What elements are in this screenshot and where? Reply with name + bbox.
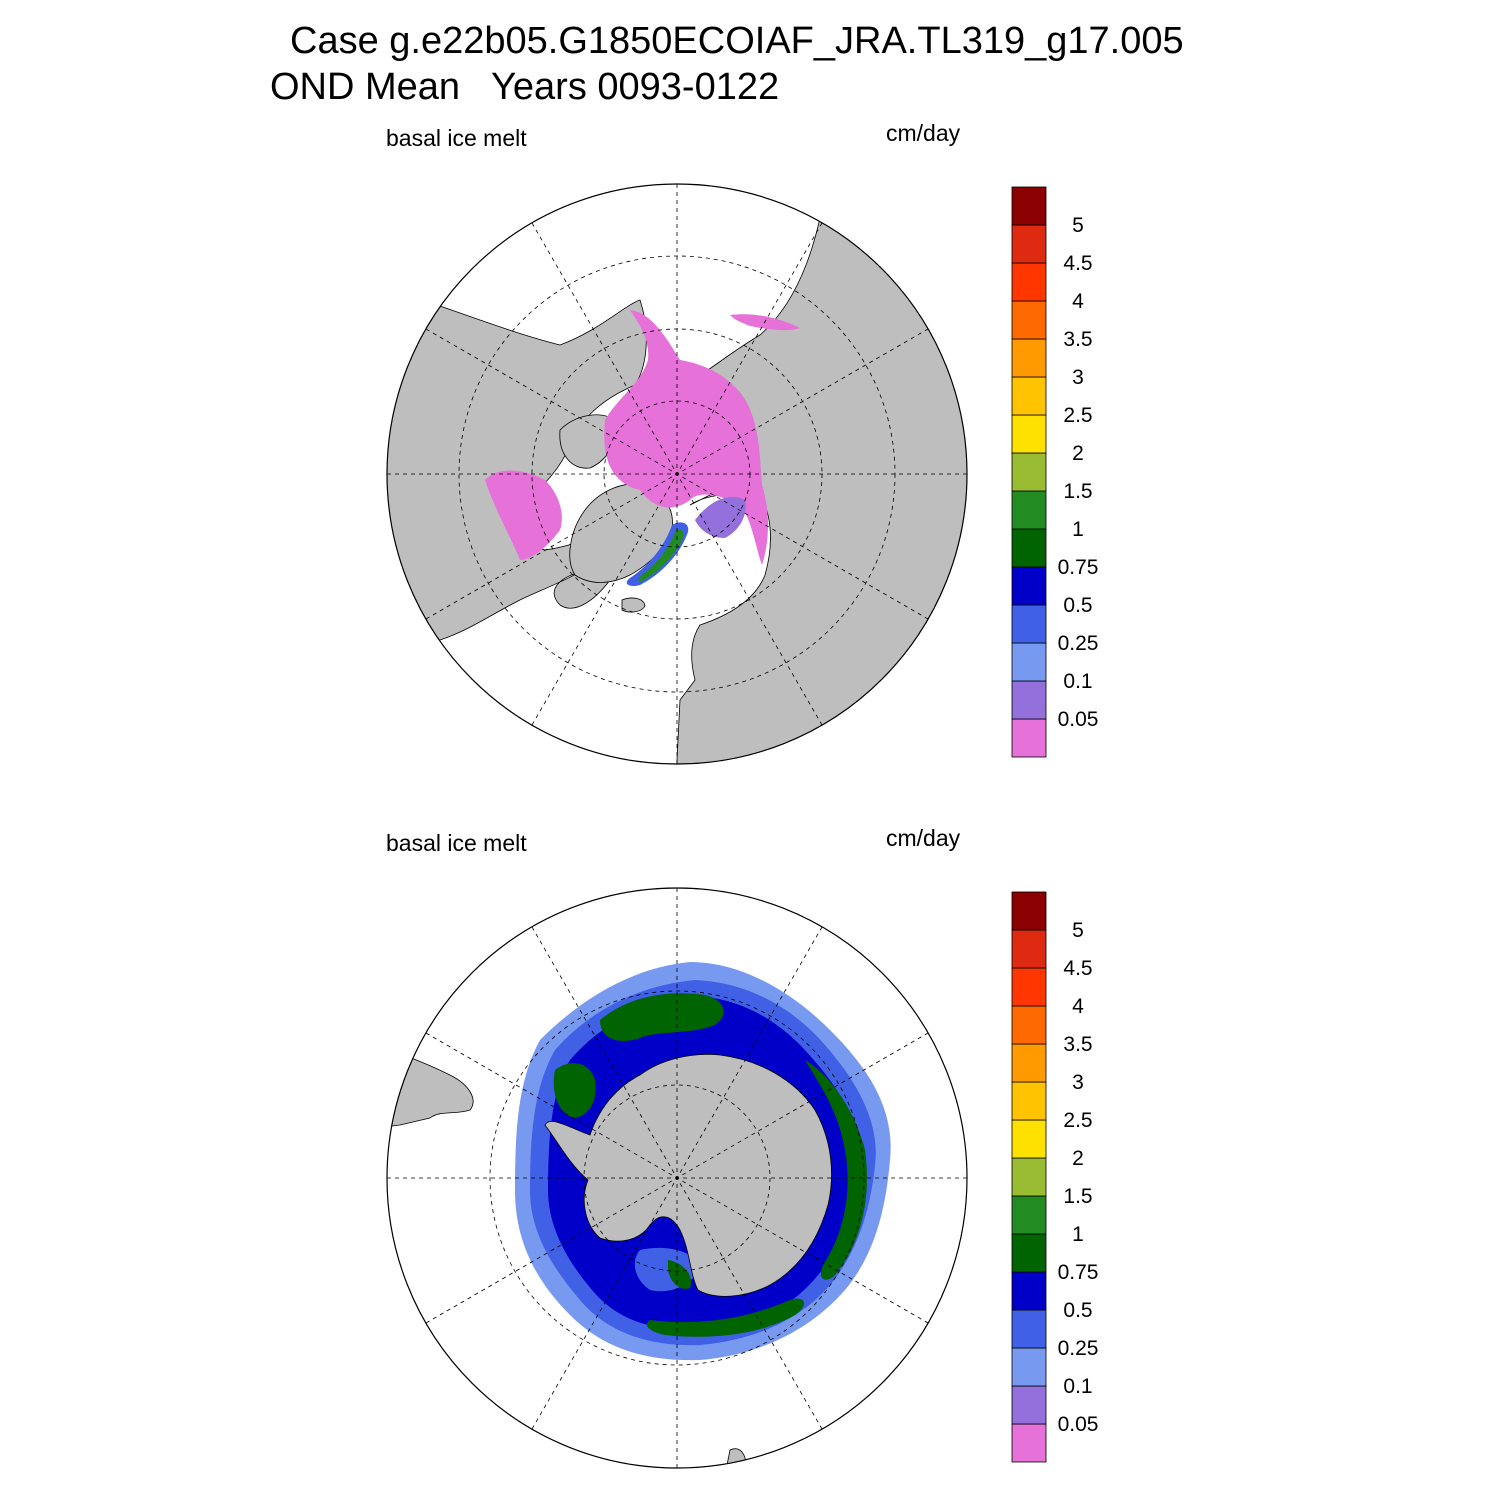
north-colorbar-swatch (1011, 452, 1047, 492)
north-colorbar-swatch (1011, 414, 1047, 454)
south-colorbar-swatch (1011, 1157, 1047, 1197)
north-colorbar-tick-label: 0.1 (1063, 670, 1092, 693)
north-colorbar-swatch (1011, 262, 1047, 302)
south-melt-green-north (600, 993, 724, 1041)
south-colorbar-tick-label: 0.1 (1063, 1375, 1092, 1398)
north-colorbar-tick-label: 1 (1072, 518, 1084, 541)
plot-title-case: Case g.e22b05.G1850ECOIAF_JRA.TL319_g17.… (290, 20, 1184, 62)
north-colorbar-swatch (1011, 566, 1047, 606)
south-colorbar-tick-label: 1.5 (1063, 1185, 1092, 1208)
north-colorbar-tick-label: 4 (1072, 290, 1084, 313)
north-land-iceland (621, 597, 646, 613)
south-melt-green-ross (668, 1260, 692, 1289)
south-land-antarctica (544, 1054, 832, 1297)
north-colorbar-tick-label: 0.5 (1063, 594, 1092, 617)
north-colorbar-swatch (1011, 338, 1047, 378)
north-colorbar-swatch (1011, 680, 1047, 720)
south-colorbar-tick-label: 0.75 (1058, 1261, 1099, 1284)
south-colorbar-swatch (1011, 1005, 1047, 1045)
south-colorbar-tick-label: 0.25 (1058, 1337, 1099, 1360)
south-colorbar: 0.05 0.1 0.25 0.5 0.75 1 1.5 2 2.5 3 3.5 4 4.5 5 (1011, 891, 1099, 1463)
north-units-label: cm/day (886, 120, 961, 146)
north-variable-label: basal ice melt (386, 125, 527, 151)
north-polar-map (386, 183, 968, 765)
north-colorbar: 0.05 0.1 0.25 0.5 0.75 1 1.5 2 2.5 3 3.5 4 4.5 5 (1011, 186, 1099, 758)
south-colorbar-swatch (1011, 929, 1047, 969)
south-colorbar-swatch (1011, 891, 1047, 931)
south-colorbar-tick-label: 0.05 (1058, 1413, 1099, 1436)
north-melt-lowest (604, 310, 768, 565)
north-colorbar-tick-label: 1.5 (1063, 480, 1092, 503)
south-colorbar-tick-label: 5 (1072, 919, 1084, 942)
south-colorbar-tick-label: 0.5 (1063, 1299, 1092, 1322)
south-units-label: cm/day (886, 825, 961, 851)
south-colorbar-swatch (1011, 1081, 1047, 1121)
north-colorbar-swatch (1011, 718, 1047, 758)
south-melt-green-weddell (553, 1063, 596, 1118)
north-colorbar-swatch (1011, 224, 1047, 264)
south-colorbar-swatch (1011, 1309, 1047, 1349)
north-melt-barents (695, 496, 746, 538)
south-colorbar-tick-label: 3 (1072, 1071, 1084, 1094)
north-colorbar-swatch (1011, 642, 1047, 682)
north-colorbar-tick-label: 3 (1072, 366, 1084, 389)
north-colorbar-tick-label: 0.75 (1058, 556, 1099, 579)
north-colorbar-swatch (1011, 604, 1047, 644)
south-colorbar-swatch (1011, 1347, 1047, 1387)
south-colorbar-tick-label: 2.5 (1063, 1109, 1092, 1132)
north-colorbar-tick-label: 0.25 (1058, 632, 1099, 655)
south-colorbar-swatch (1011, 967, 1047, 1007)
south-colorbar-swatch (1011, 1043, 1047, 1083)
south-colorbar-tick-label: 1 (1072, 1223, 1084, 1246)
north-colorbar-swatch (1011, 528, 1047, 568)
north-colorbar-swatch (1011, 300, 1047, 340)
south-colorbar-swatch (1011, 1119, 1047, 1159)
south-colorbar-swatch (1011, 1271, 1047, 1311)
south-colorbar-tick-label: 4.5 (1063, 957, 1092, 980)
south-colorbar-swatch (1011, 1233, 1047, 1273)
south-colorbar-tick-label: 3.5 (1063, 1033, 1092, 1056)
south-colorbar-tick-label: 2 (1072, 1147, 1084, 1170)
north-colorbar-tick-label: 5 (1072, 214, 1084, 237)
plot-title-period: OND Mean Years 0093-0122 (270, 66, 780, 108)
north-colorbar-tick-label: 2 (1072, 442, 1084, 465)
south-polar-map (386, 887, 968, 1469)
north-colorbar-tick-label: 4.5 (1063, 252, 1092, 275)
north-colorbar-tick-label: 2.5 (1063, 404, 1092, 427)
south-melt-green-east (805, 1060, 867, 1280)
south-colorbar-tick-label: 4 (1072, 995, 1084, 1018)
north-melt-hudson (485, 470, 562, 560)
north-colorbar-swatch (1011, 186, 1047, 226)
south-colorbar-swatch (1011, 1423, 1047, 1463)
north-melt-eastgreen-core (638, 529, 684, 582)
south-variable-label: basal ice melt (386, 830, 527, 856)
north-colorbar-swatch (1011, 490, 1047, 530)
north-colorbar-swatch (1011, 376, 1047, 416)
south-melt-green-south (646, 1298, 805, 1337)
south-colorbar-swatch (1011, 1385, 1047, 1425)
north-colorbar-tick-label: 3.5 (1063, 328, 1092, 351)
north-colorbar-tick-label: 0.05 (1058, 708, 1099, 731)
south-colorbar-swatch (1011, 1195, 1047, 1235)
